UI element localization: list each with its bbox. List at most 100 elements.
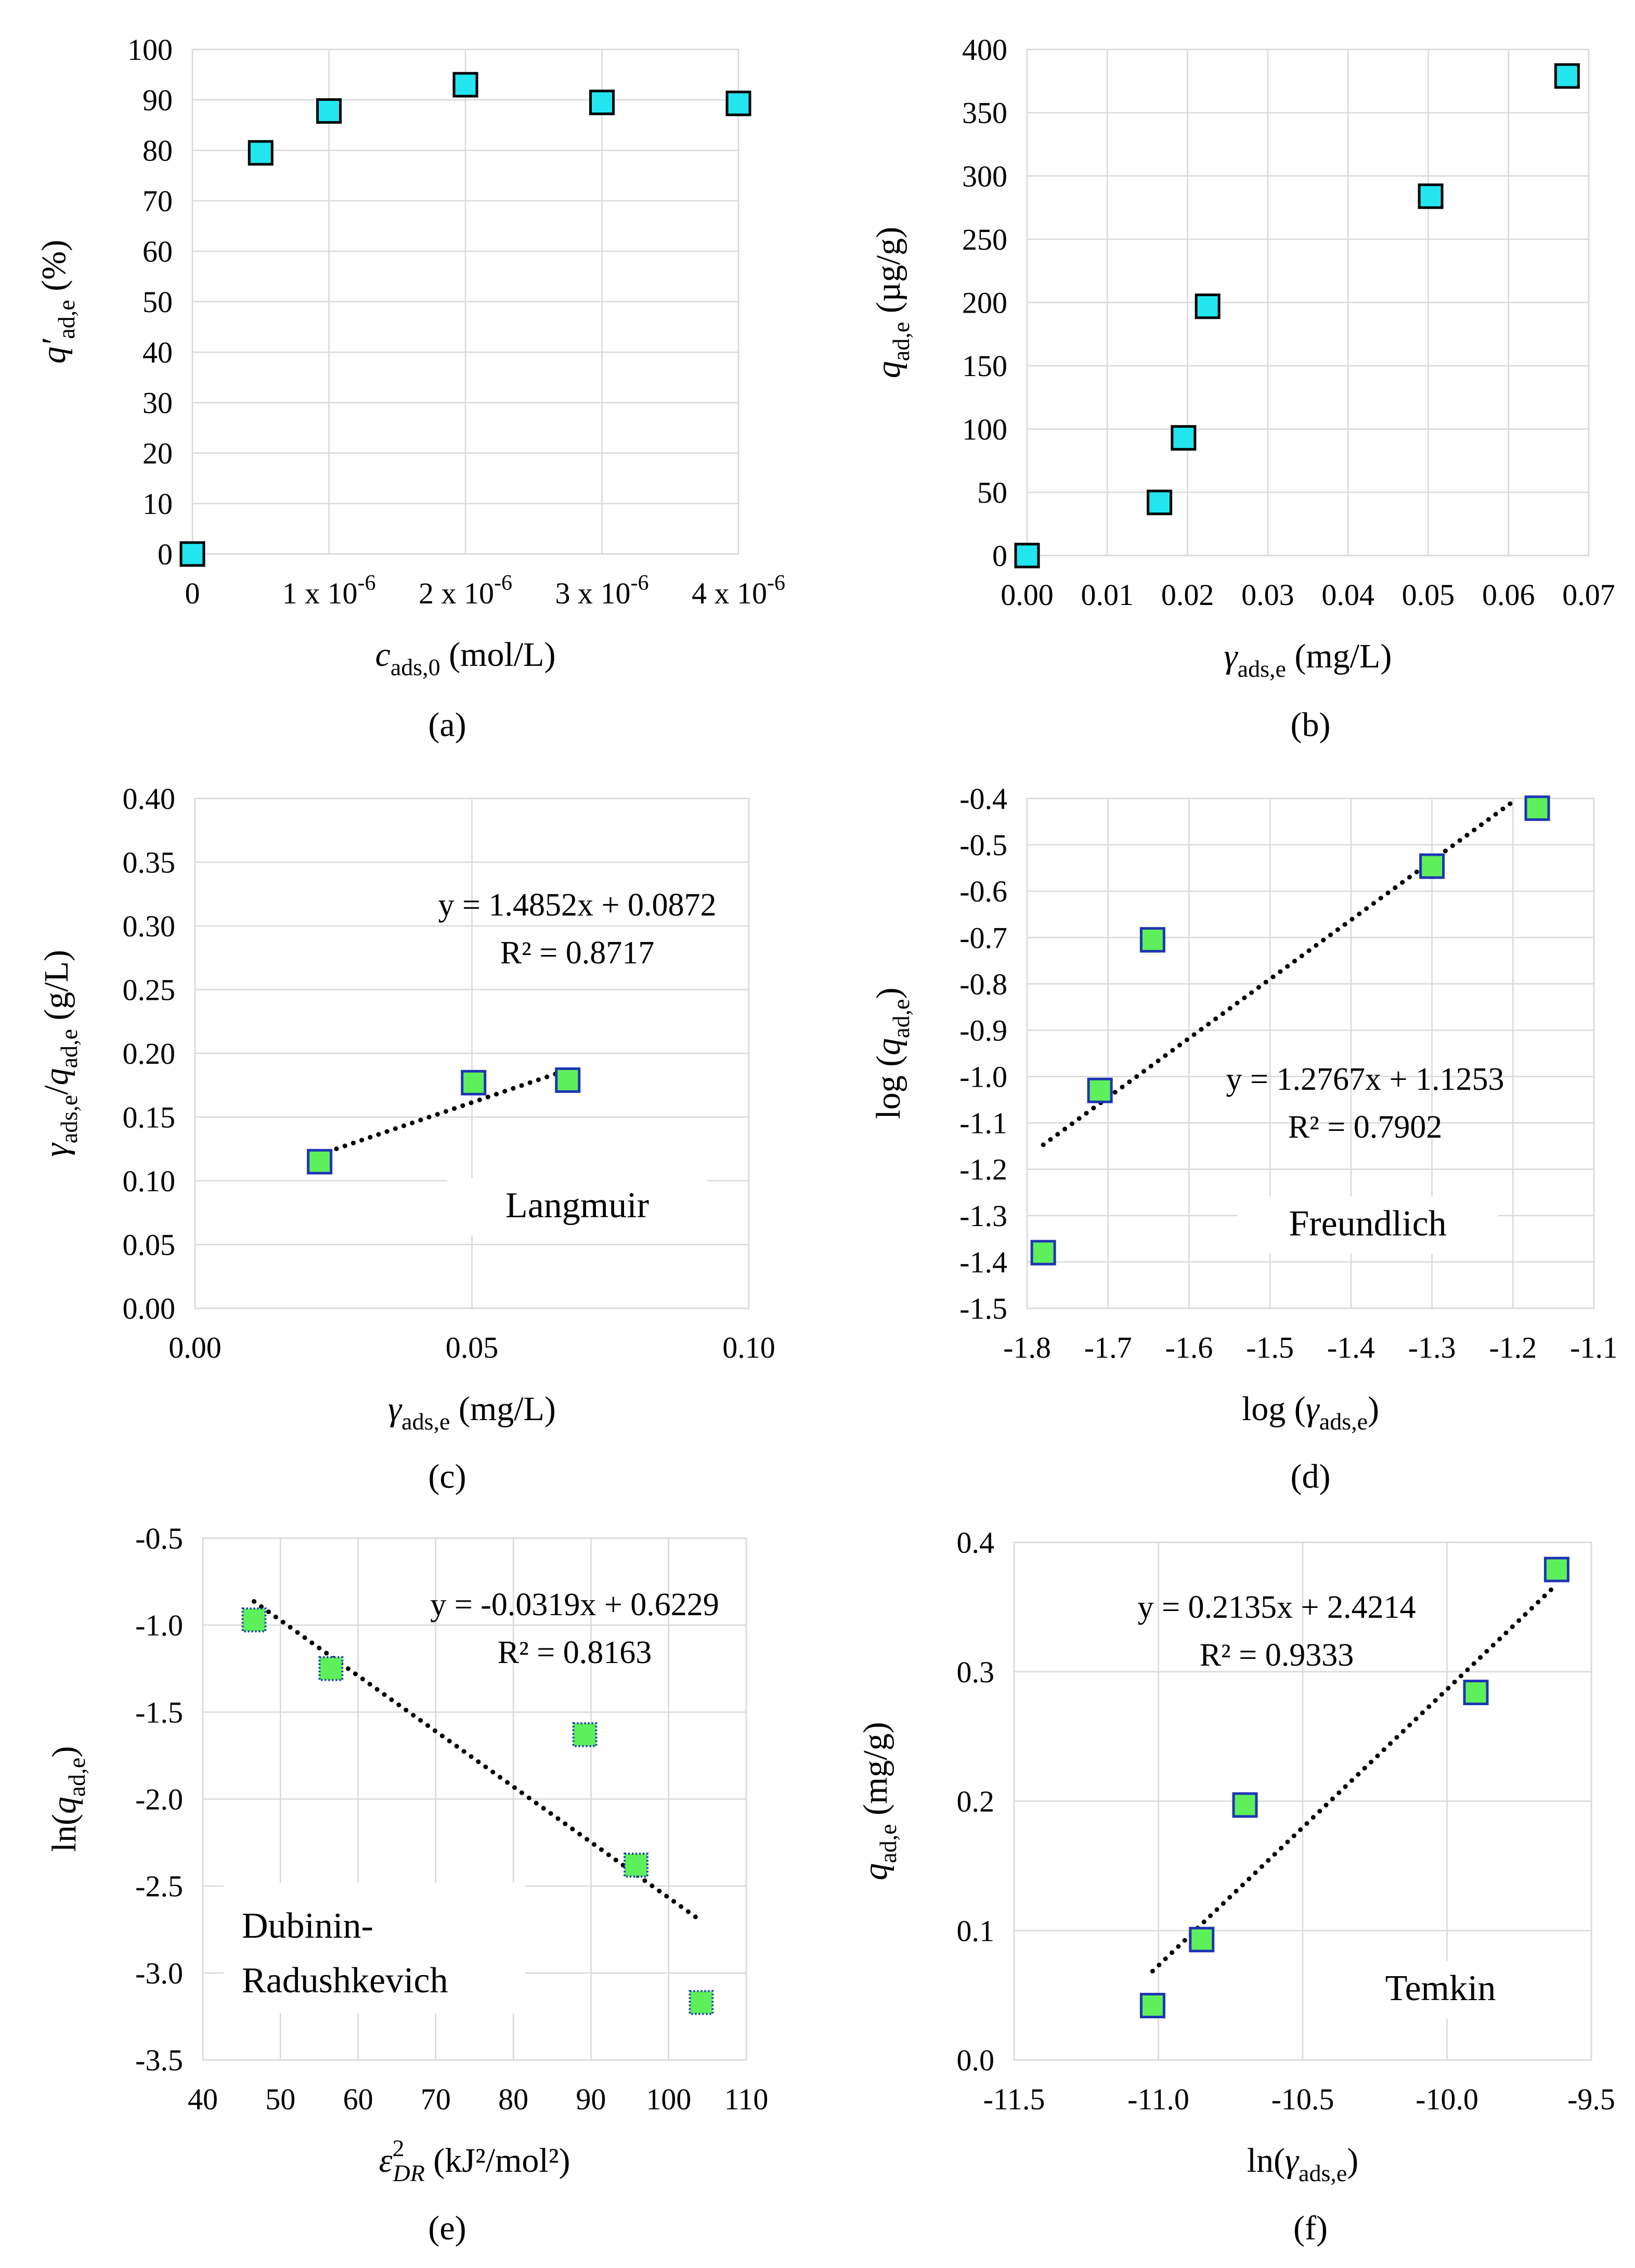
x-tick-label: 110: [724, 2082, 769, 2116]
data-point: [318, 1656, 344, 1681]
r-squared: R² = 0.8163: [498, 1635, 652, 1670]
y-tick-label: 0.15: [123, 1101, 176, 1135]
data-point: [555, 1067, 581, 1093]
data-point: [1418, 183, 1444, 209]
y-tick-label: 0.35: [123, 846, 176, 880]
y-tick-label: -1.5: [135, 1695, 183, 1729]
y-axis-label: ln(qad,e): [45, 1746, 90, 1852]
y-axis-label: q′ad,e (%): [35, 240, 80, 364]
y-tick-label: -0.8: [959, 967, 1007, 1001]
plot-frame: [202, 1537, 747, 2061]
data-point: [461, 1069, 487, 1096]
data-point: [241, 1607, 267, 1633]
x-tick-label: -9.5: [1567, 2082, 1615, 2116]
data-point: [1463, 1680, 1489, 1706]
y-tick-label: -1.5: [959, 1292, 1007, 1325]
isotherm-name: Dubinin-Radushkevich: [242, 1906, 448, 2001]
y-tick-label: -2.5: [135, 1870, 183, 1903]
y-tick-label: 20: [142, 436, 173, 470]
panel-label: (d): [1291, 1458, 1331, 1496]
data-point: [725, 91, 751, 117]
x-tick-label: -1.5: [1246, 1331, 1294, 1364]
r-squared: R² = 0.9333: [1200, 1638, 1354, 1673]
y-tick-label: 0.3: [957, 1655, 995, 1689]
data-point: [179, 541, 205, 567]
data-point: [307, 1149, 333, 1175]
data-point: [624, 1852, 649, 1878]
y-tick-label: 10: [142, 487, 173, 521]
panel-label: (f): [1293, 2209, 1328, 2247]
data-point: [316, 98, 342, 124]
y-tick-label: 0.2: [957, 1785, 995, 1819]
y-tick-label: -0.4: [959, 782, 1007, 816]
y-tick-label: -1.3: [959, 1199, 1007, 1233]
y-tick-label: 200: [962, 286, 1007, 320]
x-tick-label: -1.4: [1327, 1331, 1375, 1364]
y-tick-label: 30: [142, 386, 173, 420]
panel-label: (b): [1291, 706, 1331, 744]
x-axis-label: ln(γads,e): [1247, 2142, 1359, 2186]
data-point: [1147, 489, 1173, 516]
data-point: [1087, 1077, 1113, 1103]
chart-panel-d: -1.8 -1.7 -1.6 -1.5 -1.4 -1.3 -1.2 -1.1 -1.5 -1.4…: [870, 782, 1618, 1496]
data-point: [1554, 63, 1580, 89]
data-point: [1014, 543, 1040, 569]
r-squared: R² = 0.7902: [1288, 1110, 1442, 1145]
x-tick-label: 80: [498, 2082, 528, 2116]
y-tick-label: 0.10: [123, 1164, 176, 1198]
y-tick-label: -0.7: [959, 921, 1007, 955]
y-tick-label: 300: [962, 159, 1007, 193]
x-tick-label: -11.0: [1127, 2082, 1189, 2116]
x-tick-label: -1.8: [1003, 1331, 1051, 1364]
trendline-equation: y = 1.2767x + 1.1253: [1226, 1062, 1504, 1097]
y-tick-label: 0.1: [957, 1914, 995, 1948]
trendline: [317, 1067, 570, 1157]
isotherm-name: Temkin: [1385, 1968, 1496, 2008]
trendline-equation: y = 0.2135x + 2.4214: [1138, 1590, 1416, 1625]
data-point: [1232, 1792, 1258, 1818]
y-tick-label: -1.4: [959, 1245, 1007, 1279]
x-tick-label: 0.03: [1241, 578, 1294, 612]
x-tick-label: -10.0: [1416, 2082, 1478, 2116]
y-tick-label: 0.00: [123, 1292, 176, 1325]
isotherm-label-bg: [224, 1883, 525, 2013]
y-tick-label: 90: [142, 83, 173, 117]
data-point: [689, 1990, 714, 2015]
plot-frame: [1026, 797, 1595, 1309]
x-tick-label: -1.3: [1408, 1331, 1456, 1364]
y-tick-label: 0.05: [123, 1228, 176, 1262]
y-tick-label: -1.1: [959, 1106, 1007, 1140]
y-tick-label: 0.40: [123, 782, 176, 816]
x-tick-label: 3 x 10-6: [555, 571, 649, 610]
x-tick-label: 0.07: [1562, 578, 1615, 612]
data-point: [1030, 1240, 1056, 1266]
trendline-equation: y = 1.4852x + 0.0872: [438, 887, 717, 923]
chart-panel-f: -11.5 -11.0 -10.5 -10.0 -9.5 0.0 0.1 0.2 0.3 0.4 y…: [857, 1526, 1615, 2247]
y-tick-label: 150: [962, 349, 1007, 383]
isotherm-label-bg: [1238, 1196, 1498, 1254]
data-point: [572, 1722, 598, 1747]
x-tick-label: -1.6: [1165, 1331, 1213, 1364]
data-point: [1524, 795, 1550, 821]
isotherm-label-bg: [447, 1178, 707, 1235]
y-axis-label: qad,e (µg/g): [870, 227, 914, 378]
y-tick-label: 100: [962, 413, 1007, 446]
chart-panel-c: 0.00 0.05 0.10 0.00 0.05 0.10 0.15 0.20 0.25 0.30…: [37, 782, 775, 1496]
data-point: [1195, 293, 1221, 319]
x-tick-label: 0.10: [722, 1331, 775, 1364]
y-tick-label: -2.0: [135, 1783, 183, 1816]
x-tick-label: 2 x 10-6: [419, 571, 512, 610]
data-point: [1139, 1993, 1165, 2019]
x-tick-label: 0: [185, 576, 200, 610]
chart-panel-b: 0.00 0.01 0.02 0.03 0.04 0.05 0.06 0.07 0 50 100 15…: [870, 33, 1615, 744]
x-tick-label: 0.02: [1161, 578, 1214, 612]
y-axis-label: qad,e (mg/g): [857, 1722, 901, 1880]
x-tick-label: -1.2: [1489, 1331, 1537, 1364]
data-point: [1419, 853, 1445, 879]
x-tick-label: -10.5: [1271, 2082, 1334, 2116]
x-tick-label: 0.00: [1001, 578, 1054, 612]
y-tick-label: -3.0: [135, 1956, 183, 1990]
y-tick-label: -3.5: [135, 2043, 183, 2077]
x-tick-label: 0.04: [1321, 578, 1374, 612]
x-axis-label: γads,e (mg/L): [388, 1390, 556, 1435]
